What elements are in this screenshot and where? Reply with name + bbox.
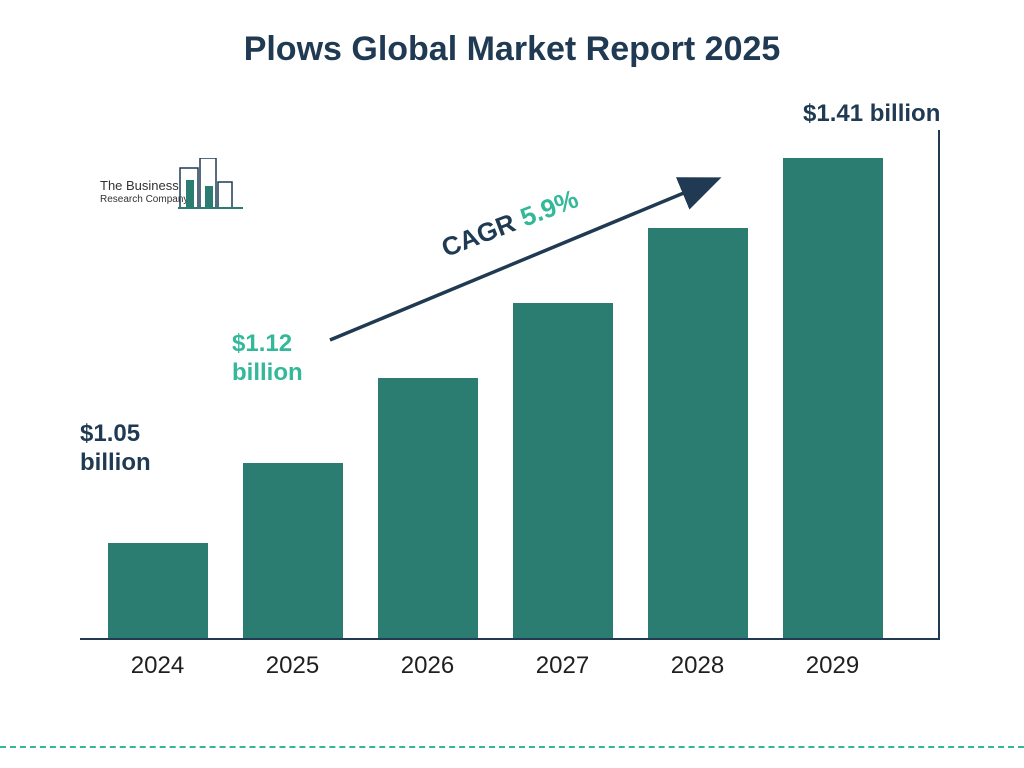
cagr-arrow-icon: [320, 160, 740, 360]
y-axis: [938, 130, 940, 640]
x-label-2025: 2025: [243, 652, 343, 680]
bar-2029: [783, 158, 883, 638]
bar-2024: [108, 543, 208, 638]
x-label-2024: 2024: [108, 652, 208, 680]
cagr-annotation: CAGR5.9%: [320, 160, 740, 360]
callout-2029: $1.41 billion: [803, 100, 940, 129]
x-label-2026: 2026: [378, 652, 478, 680]
callout-2024: $1.05 billion: [80, 420, 190, 478]
x-label-2027: 2027: [513, 652, 613, 680]
bottom-dashed-divider: [0, 746, 1024, 748]
bar-2026: [378, 378, 478, 638]
x-labels: 2024 2025 2026 2027 2028 2029: [80, 652, 920, 680]
callout-2025: $1.12 billion: [232, 330, 332, 388]
x-label-2029: 2029: [783, 652, 883, 680]
x-label-2028: 2028: [648, 652, 748, 680]
x-axis: [80, 638, 940, 640]
bar-2025: [243, 463, 343, 638]
chart-title: Plows Global Market Report 2025: [0, 30, 1024, 69]
